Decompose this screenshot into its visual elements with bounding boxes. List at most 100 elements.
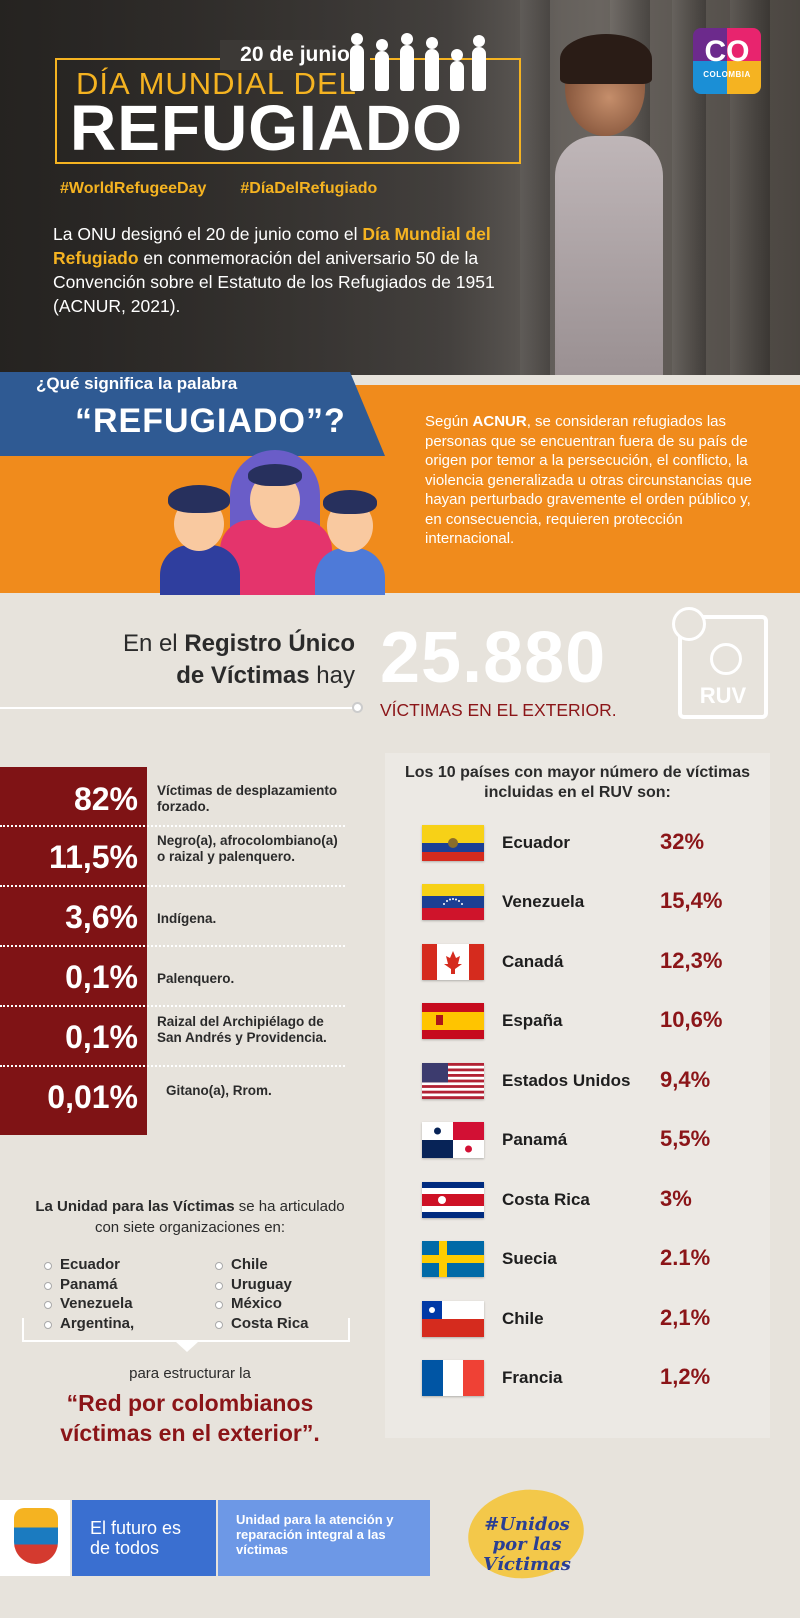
unit-text: Unidad para la atención y reparación int… [236,1512,394,1557]
country-percent: 15,4% [660,888,723,913]
country-row: Costa Rica 3% [422,1180,742,1220]
organizations-title: La Unidad para las Víctimas se ha articu… [35,1198,345,1236]
usa-flag-icon [422,1063,484,1099]
country-name: Costa Rica [502,1190,590,1209]
victims-abroad-caption: VÍCTIMAS EN EL EXTERIOR. [380,700,617,720]
stat-description: Raizal del Archipiélago de San Andrés y … [157,1014,327,1045]
country-name: Canadá [502,952,564,971]
chile-flag-icon [422,1301,484,1337]
france-flag-icon [422,1360,484,1396]
stat-row: 3,6% Indígena. [0,887,350,947]
organization-country: Venezuela [44,1294,134,1314]
country-name: Francia [502,1368,563,1387]
question-banner [0,372,385,456]
costa-rica-flag-icon [422,1182,484,1218]
unidos-logo-text: #Unidos por las Víctimas [483,1514,571,1575]
country-name: Venezuela [502,892,585,911]
stats-block [0,767,147,1135]
country-percent: 32% [660,829,705,854]
definition-text: Según ACNUR, se consideran refugiados la… [425,413,752,547]
stat-percent: 3,6% [65,899,138,935]
country-name: Panamá [502,1130,568,1149]
country-row: Ecuador 32% [422,823,742,863]
stat-description: Indígena. [157,911,217,926]
country-row: Venezuela 15,4% [422,882,742,922]
refugee-silhouette-icon [375,39,389,91]
country-row: Suecia 2.1% [422,1239,742,1279]
country-percent: 2,1% [660,1305,711,1330]
country-row: España 10,6% [422,1001,742,1041]
country-name: Estados Unidos [502,1071,631,1090]
country-percent: 9,4% [660,1067,711,1092]
refugee-silhouette-icon [400,33,414,91]
organization-country: Costa Rica [215,1314,309,1334]
slogan-panel [72,1500,216,1576]
countries-title: Los 10 países con mayor número de víctim… [404,764,751,801]
stat-row: 11,5% Negro(a), afrocolombiano(a) o raiz… [0,827,350,887]
canada-flag-icon [422,944,484,980]
question-line1: ¿Qué significa la palabra [36,374,238,393]
hashtag: #WorldRefugeeDay [60,180,207,197]
stat-description: Víctimas de desplazamiento forzado. [157,783,338,814]
spain-flag-icon [422,1003,484,1039]
refugee-silhouette-icon [425,37,439,91]
organization-country: Argentina, [44,1314,134,1334]
bracket [22,1318,350,1342]
organizations-para: para estructurar la [129,1365,251,1382]
country-row: Panamá 5,5% [422,1120,742,1160]
divider-dot [352,702,363,713]
stat-row: 82% Víctimas de desplazamiento forzado. [0,767,350,827]
organization-country: Uruguay [215,1275,309,1295]
country-percent: 1,2% [660,1364,711,1389]
refugee-silhouette-icon [472,35,486,91]
hashtag: #DíaDelRefugiado [240,180,378,197]
country-percent: 2.1% [660,1245,711,1270]
refugee-silhouette-icon [350,33,364,91]
network-name: “Red por colombianos víctimas en el exte… [60,1390,320,1446]
stat-row: 0,1% Raizal del Archipiélago de San Andr… [0,1007,350,1067]
organizations-list-2: Chile Uruguay México Costa Rica [215,1255,309,1333]
country-row: Francia 1,2% [422,1358,742,1398]
country-name: Chile [502,1309,544,1328]
country-percent: 5,5% [660,1126,711,1151]
country-name: Ecuador [502,833,571,852]
coat-of-arms-icon [14,1508,58,1564]
panama-flag-icon [422,1122,484,1158]
title-line2: REFUGIADO [70,92,463,164]
organizations-list-1: Ecuador Panamá Venezuela Argentina, [44,1255,134,1333]
arrow-down-icon [176,1342,198,1352]
stat-description: Negro(a), afrocolombiano(a) o raizal y p… [157,833,338,864]
country-name: Suecia [502,1249,557,1268]
victims-abroad-count: 25.880 [380,618,607,698]
colombia-logo: CO COLOMBIA [693,28,761,94]
hashtags: #WorldRefugeeDay #DíaDelRefugiado [60,180,411,198]
stat-percent: 0,01% [47,1079,138,1115]
country-row: Estados Unidos 9,4% [422,1061,742,1101]
question-line2: “REFUGIADO”? [75,402,346,440]
country-percent: 3% [660,1186,692,1211]
organization-country: Panamá [44,1275,134,1295]
stat-percent: 11,5% [49,839,138,875]
stat-percent: 82% [73,781,138,817]
stat-description: Palenquero. [157,971,235,986]
stat-description: Gitano(a), Rrom. [166,1083,272,1098]
family-illustration [160,450,390,595]
stat-percent: 0,1% [65,959,138,995]
unit-panel [218,1500,430,1576]
venezuela-flag-icon [422,884,484,920]
child-photo [555,34,665,375]
ruv-document-icon: RUV [672,607,768,719]
country-percent: 12,3% [660,948,723,973]
stat-row: 0,1% Palenquero. [0,947,350,1007]
refugee-silhouette-icon [450,49,464,91]
ruv-line1: En el Registro Único [122,630,355,657]
event-date: 20 de junio [220,40,370,70]
divider [0,707,357,709]
organization-country: Chile [215,1255,309,1275]
intro-text: La ONU designó el 20 de junio como el Dí… [53,224,495,316]
ruv-line2: de Víctimas hay [176,662,355,689]
organization-country: México [215,1294,309,1314]
title-line1: DÍA MUNDIAL DEL [76,66,357,101]
country-name: España [502,1011,563,1030]
stat-percent: 0,1% [65,1019,138,1055]
